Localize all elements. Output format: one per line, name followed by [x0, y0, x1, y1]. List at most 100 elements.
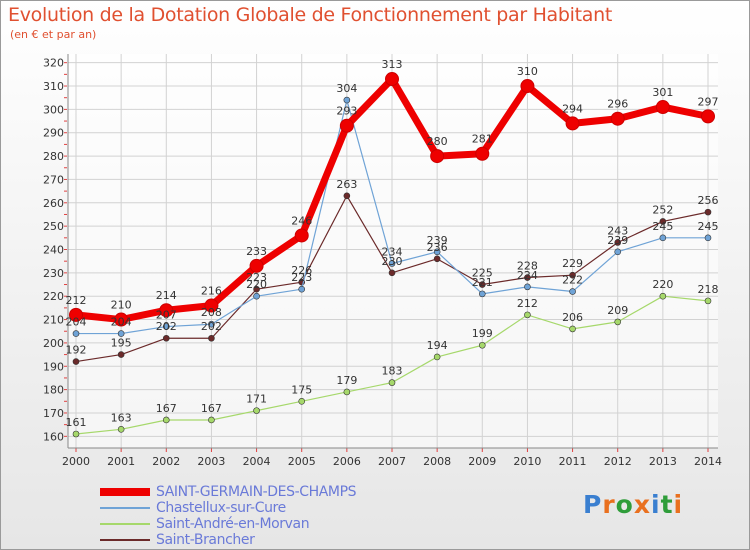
- data-point: [610, 111, 625, 126]
- data-label: 202: [201, 320, 222, 333]
- y-tick-label: 320: [43, 57, 64, 70]
- data-label: 230: [382, 255, 403, 268]
- x-tick-label: 2002: [152, 455, 180, 468]
- data-label: 208: [201, 306, 222, 319]
- data-point: [294, 228, 309, 243]
- data-label: 229: [562, 257, 583, 270]
- data-point: [701, 109, 715, 124]
- data-label: 214: [156, 289, 177, 302]
- data-point: [655, 100, 670, 115]
- data-point: [704, 297, 712, 305]
- chart-subtitle: (en € et par an): [10, 28, 97, 41]
- legend-swatch: [100, 539, 150, 541]
- data-point: [475, 146, 490, 161]
- data-label: 207: [156, 309, 177, 322]
- data-point: [565, 116, 580, 131]
- data-label: 167: [156, 402, 177, 415]
- data-label: 226: [291, 264, 312, 277]
- data-point: [204, 298, 219, 313]
- data-label: 313: [382, 58, 403, 71]
- data-point: [659, 292, 667, 300]
- data-point: [569, 271, 576, 279]
- data-point: [208, 416, 215, 424]
- legend-label: Chastellux-sur-Cure: [156, 500, 286, 516]
- data-point: [117, 426, 125, 433]
- legend-item: SAINT-GERMAIN-DES-CHAMPS: [100, 484, 357, 500]
- data-point: [388, 269, 396, 277]
- data-point: [524, 274, 531, 281]
- data-label: 183: [382, 365, 403, 378]
- y-tick-label: 180: [43, 384, 64, 397]
- data-point: [162, 416, 170, 424]
- logo-letter: x: [633, 490, 651, 519]
- data-point: [208, 334, 215, 342]
- data-label: 223: [246, 271, 267, 284]
- data-point: [253, 285, 260, 293]
- data-label: 293: [336, 105, 357, 118]
- data-point: [159, 303, 174, 318]
- chart-title: Evolution de la Dotation Globale de Fonc…: [8, 4, 613, 26]
- data-label: 163: [111, 411, 132, 424]
- y-tick-label: 210: [43, 314, 64, 327]
- y-tick-label: 280: [43, 150, 64, 163]
- proxiti-logo: Proxiti: [583, 490, 683, 519]
- data-label: 216: [201, 285, 222, 298]
- data-point: [162, 323, 170, 330]
- data-point: [524, 311, 531, 319]
- data-point: [569, 325, 576, 333]
- data-point: [117, 351, 125, 358]
- data-point: [114, 312, 129, 327]
- x-tick-label: 2003: [197, 455, 225, 468]
- x-tick-label: 2000: [62, 455, 90, 468]
- data-point: [343, 96, 351, 104]
- data-point: [343, 388, 351, 396]
- y-tick-label: 260: [43, 197, 64, 210]
- data-label: 212: [517, 297, 538, 310]
- data-label: 195: [111, 337, 132, 350]
- data-label: 171: [246, 393, 267, 406]
- x-tick-label: 2009: [468, 455, 496, 468]
- data-label: 301: [652, 86, 673, 99]
- data-point: [433, 255, 441, 263]
- logo-letter: P: [583, 490, 603, 519]
- y-tick-label: 300: [43, 103, 64, 116]
- data-label: 194: [427, 339, 448, 352]
- data-label: 204: [66, 316, 87, 329]
- data-point: [72, 330, 80, 337]
- data-point: [433, 353, 441, 361]
- data-label: 224: [517, 269, 538, 282]
- legend: SAINT-GERMAIN-DES-CHAMPS Chastellux-sur-C…: [100, 484, 357, 548]
- data-point: [339, 118, 354, 133]
- x-tick-label: 2001: [107, 455, 135, 468]
- legend-swatch: [100, 488, 150, 496]
- legend-swatch: [100, 523, 150, 525]
- data-label: 310: [517, 65, 538, 78]
- y-tick-label: 190: [43, 360, 64, 373]
- x-tick-label: 2006: [333, 455, 361, 468]
- data-point: [69, 307, 83, 322]
- data-point: [249, 258, 264, 273]
- data-label: 297: [698, 95, 719, 108]
- data-point: [253, 407, 260, 414]
- data-point: [430, 149, 445, 164]
- y-tick-label: 290: [43, 127, 64, 140]
- data-point: [704, 208, 712, 216]
- data-label: 228: [517, 260, 538, 273]
- data-label: 294: [562, 102, 583, 115]
- data-point: [162, 334, 170, 342]
- data-label: 220: [246, 278, 267, 291]
- data-point: [72, 430, 80, 438]
- data-label: 252: [652, 203, 673, 216]
- data-label: 304: [336, 82, 357, 95]
- data-label: 280: [427, 135, 448, 148]
- legend-item: Chastellux-sur-Cure: [100, 500, 356, 516]
- data-label: 212: [66, 294, 87, 307]
- data-point: [520, 79, 535, 94]
- data-point: [659, 234, 667, 242]
- data-point: [253, 292, 260, 300]
- data-label: 222: [562, 274, 583, 287]
- data-label: 239: [607, 234, 628, 247]
- logo-letter: r: [602, 490, 616, 519]
